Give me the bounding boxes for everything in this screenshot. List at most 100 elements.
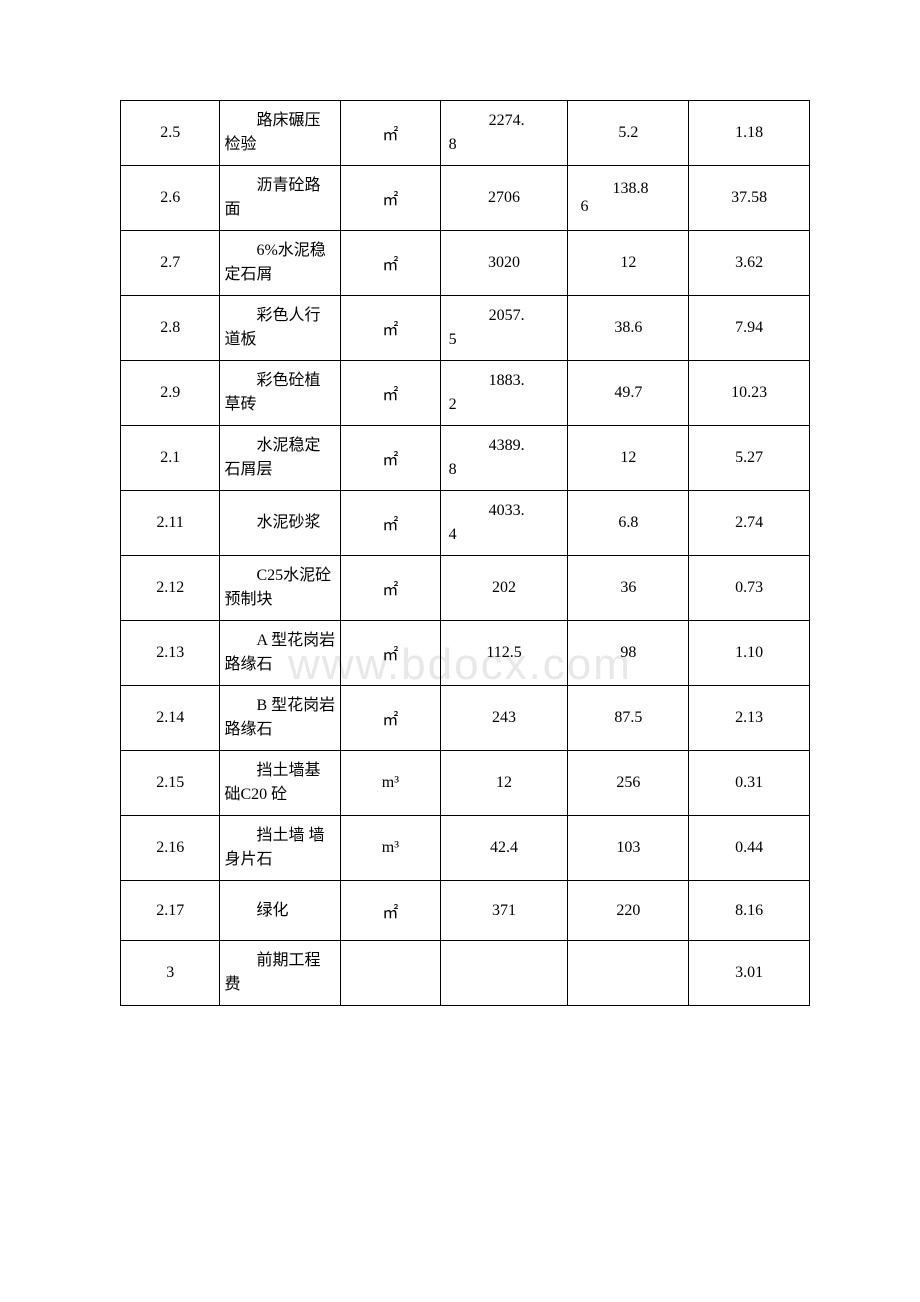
- cell-price: [568, 941, 689, 1006]
- cell-name: 前期工程费: [220, 941, 341, 1006]
- cell-unit: ㎡: [341, 361, 440, 426]
- table-row: 2.6沥青砼路面㎡2706138.8637.58: [121, 166, 810, 231]
- table-row: 2.12C25水泥砼预制块㎡202360.73: [121, 556, 810, 621]
- table-row: 2.76%水泥稳定石屑㎡3020123.62: [121, 231, 810, 296]
- cell-price: 36: [568, 556, 689, 621]
- cell-price: 87.5: [568, 686, 689, 751]
- cell-total: 8.16: [689, 881, 810, 941]
- cell-quantity: 2274.8: [440, 101, 568, 166]
- qty-line1: 4389.: [449, 434, 564, 458]
- price-line1: 138.8: [572, 180, 684, 198]
- cell-total: 0.73: [689, 556, 810, 621]
- cell-quantity: 2706: [440, 166, 568, 231]
- cell-unit: ㎡: [341, 426, 440, 491]
- table-row: 2.11水泥砂浆㎡4033.46.82.74: [121, 491, 810, 556]
- cell-name: 水泥稳定石屑层: [220, 426, 341, 491]
- cell-quantity: [440, 941, 568, 1006]
- cell-id: 2.14: [121, 686, 220, 751]
- cell-quantity: 112.5: [440, 621, 568, 686]
- table-row: 2.14B 型花岗岩路缘石㎡24387.52.13: [121, 686, 810, 751]
- cell-quantity: 12: [440, 751, 568, 816]
- cell-name: 沥青砼路面: [220, 166, 341, 231]
- cell-price: 220: [568, 881, 689, 941]
- cell-price: 12: [568, 231, 689, 296]
- cell-total: 0.44: [689, 816, 810, 881]
- cell-name: 水泥砂浆: [220, 491, 341, 556]
- cell-total: 10.23: [689, 361, 810, 426]
- cell-unit: ㎡: [341, 556, 440, 621]
- cell-price: 256: [568, 751, 689, 816]
- cell-quantity: 202: [440, 556, 568, 621]
- cell-name: 6%水泥稳定石屑: [220, 231, 341, 296]
- table-row: 3前期工程费 3.01: [121, 941, 810, 1006]
- cell-unit: ㎡: [341, 296, 440, 361]
- cell-unit: ㎡: [341, 101, 440, 166]
- cell-unit: [341, 941, 440, 1006]
- cell-price: 38.6: [568, 296, 689, 361]
- cell-unit: ㎡: [341, 621, 440, 686]
- cell-price: 6.8: [568, 491, 689, 556]
- cell-id: 2.9: [121, 361, 220, 426]
- price-line2: 6: [572, 198, 684, 216]
- cell-price: 49.7: [568, 361, 689, 426]
- cell-unit: ㎡: [341, 491, 440, 556]
- qty-line1: 1883.: [449, 369, 564, 393]
- cell-total: 1.18: [689, 101, 810, 166]
- cell-quantity: 371: [440, 881, 568, 941]
- cell-id: 2.16: [121, 816, 220, 881]
- cell-name: 路床碾压检验: [220, 101, 341, 166]
- cell-unit: ㎡: [341, 231, 440, 296]
- cell-unit: m³: [341, 816, 440, 881]
- cell-id: 2.17: [121, 881, 220, 941]
- cell-name: B 型花岗岩路缘石: [220, 686, 341, 751]
- cell-total: 0.31: [689, 751, 810, 816]
- cell-quantity: 3020: [440, 231, 568, 296]
- cell-unit: m³: [341, 751, 440, 816]
- cell-id: 2.11: [121, 491, 220, 556]
- cell-id: 3: [121, 941, 220, 1006]
- cell-quantity: 42.4: [440, 816, 568, 881]
- cell-id: 2.5: [121, 101, 220, 166]
- cell-price: 138.86: [568, 166, 689, 231]
- table-row: 2.9彩色砼植草砖㎡1883.249.710.23: [121, 361, 810, 426]
- cell-quantity: 243: [440, 686, 568, 751]
- cell-id: 2.6: [121, 166, 220, 231]
- cell-unit: ㎡: [341, 686, 440, 751]
- cell-id: 2.7: [121, 231, 220, 296]
- cell-total: 5.27: [689, 426, 810, 491]
- table-row: 2.1水泥稳定石屑层㎡4389.8125.27: [121, 426, 810, 491]
- cell-quantity: 1883.2: [440, 361, 568, 426]
- cost-table: 2.5路床碾压检验㎡2274.85.21.182.6沥青砼路面㎡2706138.…: [120, 100, 810, 1006]
- qty-line1: 4033.: [449, 499, 564, 523]
- cell-total: 3.01: [689, 941, 810, 1006]
- cell-name: 彩色砼植草砖: [220, 361, 341, 426]
- cell-name: 绿化: [220, 881, 341, 941]
- cell-id: 2.15: [121, 751, 220, 816]
- cell-name: A 型花岗岩路缘石: [220, 621, 341, 686]
- cell-total: 7.94: [689, 296, 810, 361]
- cell-price: 5.2: [568, 101, 689, 166]
- cell-price: 103: [568, 816, 689, 881]
- cell-quantity: 4389.8: [440, 426, 568, 491]
- qty-line1: 2057.: [449, 304, 564, 328]
- cell-id: 2.13: [121, 621, 220, 686]
- table-row: 2.8彩色人行道板㎡2057.538.67.94: [121, 296, 810, 361]
- table-row: 2.5路床碾压检验㎡2274.85.21.18: [121, 101, 810, 166]
- cell-name: 彩色人行道板: [220, 296, 341, 361]
- cell-quantity: 4033.4: [440, 491, 568, 556]
- cell-id: 2.8: [121, 296, 220, 361]
- cell-total: 2.13: [689, 686, 810, 751]
- cell-id: 2.1: [121, 426, 220, 491]
- cell-name: C25水泥砼预制块: [220, 556, 341, 621]
- cell-total: 1.10: [689, 621, 810, 686]
- cell-total: 2.74: [689, 491, 810, 556]
- cell-price: 12: [568, 426, 689, 491]
- table-row: 2.16挡土墙 墙身片石m³42.41030.44: [121, 816, 810, 881]
- cell-total: 37.58: [689, 166, 810, 231]
- table-row: 2.13A 型花岗岩路缘石㎡112.5981.10: [121, 621, 810, 686]
- cell-quantity: 2057.5: [440, 296, 568, 361]
- cell-unit: ㎡: [341, 881, 440, 941]
- cell-id: 2.12: [121, 556, 220, 621]
- cell-name: 挡土墙基础C20 砼: [220, 751, 341, 816]
- cell-total: 3.62: [689, 231, 810, 296]
